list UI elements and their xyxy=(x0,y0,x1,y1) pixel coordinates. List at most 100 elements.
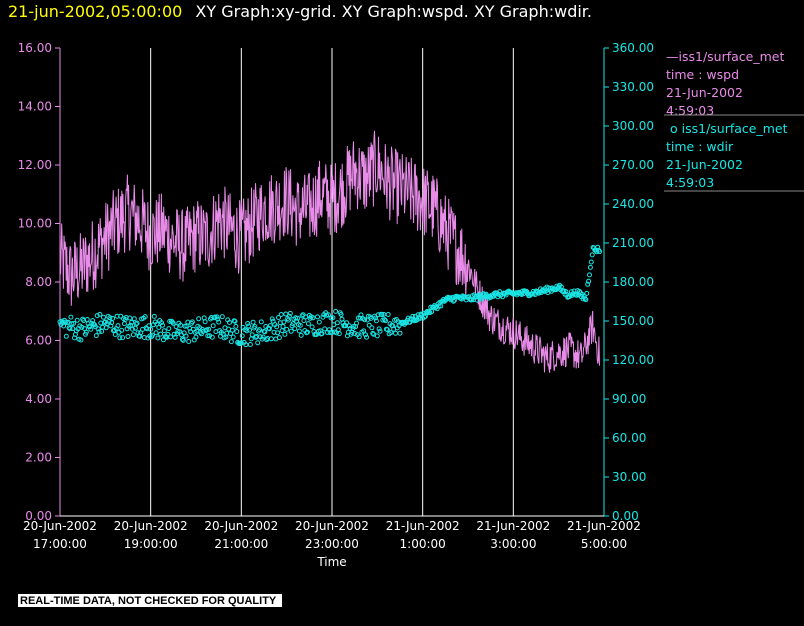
wdir-point xyxy=(374,333,380,339)
legend-wdir-source: o iss1/surface_met xyxy=(666,120,788,138)
wdir-point xyxy=(368,315,374,321)
x-tick-label: 3:00:00 xyxy=(490,537,536,551)
wdir-point xyxy=(203,328,209,334)
wdir-point xyxy=(377,328,383,334)
x-tick-label: 20-Jun-2002 xyxy=(204,519,278,533)
wdir-point xyxy=(409,317,415,323)
wdir-point xyxy=(268,336,274,342)
wdir-point xyxy=(255,340,261,346)
wdir-point xyxy=(282,331,288,337)
right-tick-label: 360.00 xyxy=(612,41,654,55)
wdir-point xyxy=(331,322,337,328)
wdir-point xyxy=(61,323,67,329)
wdir-point xyxy=(589,252,595,258)
wdir-point xyxy=(388,330,394,336)
wdir-point xyxy=(99,328,105,334)
wdir-point xyxy=(364,334,369,340)
legend-wdir-variable: time : wdir xyxy=(666,139,734,154)
wdir-point xyxy=(298,332,304,338)
legend-item-wdir: o iss1/surface_met time : wdir 21-Jun-20… xyxy=(666,120,788,192)
wdir-point xyxy=(370,330,376,336)
wdir-point xyxy=(128,322,134,328)
wdir-point xyxy=(347,326,353,332)
left-tick-label: 0.00 xyxy=(25,509,52,523)
left-tick-label: 16.00 xyxy=(18,41,52,55)
wdir-point xyxy=(586,278,592,284)
wdir-point xyxy=(180,337,186,343)
wdir-point xyxy=(585,281,591,287)
wdir-point xyxy=(170,320,176,326)
wdir-point xyxy=(71,320,77,326)
wdir-point xyxy=(361,328,367,334)
wspd-series xyxy=(59,130,600,373)
wdir-point xyxy=(292,326,298,332)
wdir-point xyxy=(354,320,359,326)
wdir-point xyxy=(325,312,331,318)
wdir-point xyxy=(338,312,344,317)
right-tick-label: 90.00 xyxy=(612,392,646,406)
wdir-point xyxy=(362,317,368,323)
wdir-point xyxy=(286,313,292,319)
wdir-point xyxy=(112,332,118,337)
wdir-point xyxy=(295,315,300,321)
legend-wdir-date: 21-Jun-2002 xyxy=(666,157,743,172)
wdir-point xyxy=(129,319,135,325)
wdir-point xyxy=(333,308,339,314)
wdir-point xyxy=(205,333,211,339)
wdir-point xyxy=(96,329,102,335)
wdir-point xyxy=(363,332,368,338)
wdir-point xyxy=(344,320,349,326)
legend-divider xyxy=(664,190,804,192)
x-tick-label: 5:00:00 xyxy=(581,537,627,551)
wdir-point xyxy=(322,326,328,332)
wdir-point xyxy=(110,315,116,321)
wdir-point xyxy=(215,316,221,322)
legend-wdir-source-text: iss1/surface_met xyxy=(681,121,788,136)
wdir-point xyxy=(319,331,325,337)
wdir-point xyxy=(229,327,235,333)
wdir-point xyxy=(160,322,165,328)
wdir-point xyxy=(202,319,208,325)
left-tick-label: 12.00 xyxy=(18,158,52,172)
wdir-point xyxy=(151,313,157,319)
x-tick-label: 17:00:00 xyxy=(33,537,87,551)
wdir-point xyxy=(125,334,131,339)
legend-wspd-date: 21-Jun-2002 xyxy=(666,85,743,100)
right-tick-label: 270.00 xyxy=(612,158,654,172)
wdir-point xyxy=(68,314,74,320)
legend-divider xyxy=(664,114,804,116)
wdir-point xyxy=(330,315,336,321)
wdir-point xyxy=(165,331,171,337)
wdir-point xyxy=(373,315,378,321)
wdir-point xyxy=(121,321,127,327)
wdir-point xyxy=(274,324,280,330)
legend-circle-icon: o xyxy=(669,121,678,136)
wdir-point xyxy=(230,334,236,340)
wdir-point xyxy=(155,335,161,341)
left-tick-label: 14.00 xyxy=(18,100,52,114)
wdir-point xyxy=(74,317,80,323)
wdir-point xyxy=(376,326,382,332)
x-tick-label: 20-Jun-2002 xyxy=(23,519,97,533)
wdir-point xyxy=(94,313,100,319)
wdir-point xyxy=(351,323,357,329)
wdir-point xyxy=(329,329,335,335)
wdir-point xyxy=(167,318,173,324)
tick-labels: 20-Jun-2002 17:00:00 20-Jun-2002 19:00:00 20… xyxy=(18,41,654,569)
wdir-point xyxy=(385,312,391,317)
wdir-point xyxy=(290,321,296,327)
wdir-point xyxy=(393,330,398,336)
wdir-point xyxy=(183,333,189,339)
wdir-point xyxy=(595,244,601,250)
wdir-point xyxy=(315,314,320,320)
wdir-point xyxy=(248,336,254,342)
wdir-point xyxy=(67,326,73,332)
legend-wdir-time: 4:59:03 xyxy=(666,175,715,190)
wdir-point xyxy=(278,312,284,317)
wdir-point xyxy=(276,335,282,341)
x-tick-label: 1:00:00 xyxy=(400,537,446,551)
wdir-point xyxy=(352,331,358,336)
wdir-point xyxy=(346,323,352,329)
wdir-point xyxy=(161,328,167,334)
